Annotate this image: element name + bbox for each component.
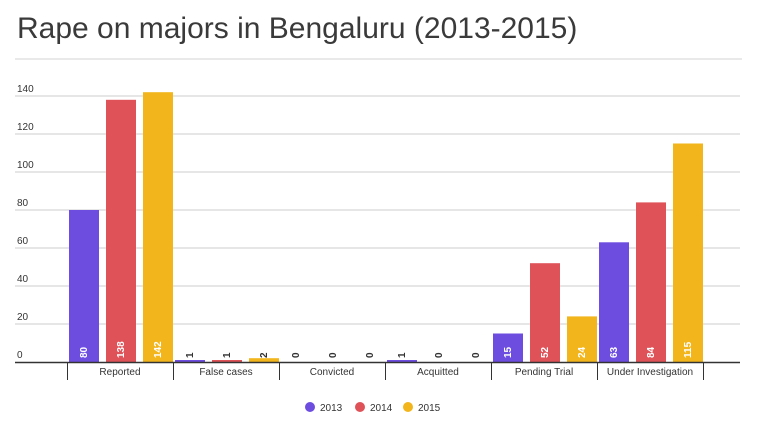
data-label: 0	[291, 352, 302, 358]
bar-2015-pending-trial	[567, 316, 597, 362]
data-label: 0	[471, 352, 482, 358]
data-label: 138	[116, 341, 127, 358]
data-label: 0	[365, 352, 376, 358]
x-category-label: Reported	[99, 367, 140, 378]
data-label: 142	[153, 341, 164, 358]
y-tick-label: 80	[17, 198, 29, 209]
bar-2014-under-investigation	[636, 202, 666, 362]
x-category-label: Acquitted	[417, 367, 459, 378]
x-category-label: Convicted	[310, 367, 354, 378]
bar-2013-acquitted	[387, 360, 417, 362]
data-label: 2	[259, 352, 270, 358]
bar-2013-reported	[69, 210, 99, 362]
x-category-label: Under Investigation	[607, 367, 693, 378]
data-label: 84	[646, 346, 657, 358]
data-label: 1	[397, 352, 408, 358]
bar-2014-pending-trial	[530, 263, 560, 362]
legend-label-2014: 2014	[370, 403, 393, 414]
data-label: 15	[503, 346, 514, 358]
bar-2015-false-cases	[249, 358, 279, 362]
y-tick-label: 100	[17, 160, 34, 171]
y-tick-label: 0	[17, 350, 23, 361]
y-tick-label: 20	[17, 312, 29, 323]
y-tick-label: 140	[17, 84, 34, 95]
x-category-label: False cases	[199, 367, 252, 378]
bar-2013-false-cases	[175, 360, 205, 362]
data-label: 24	[577, 346, 588, 358]
legend-label-2013: 2013	[320, 403, 343, 414]
bar-2014-false-cases	[212, 360, 242, 362]
bar-2015-reported	[143, 92, 173, 362]
data-label: 1	[222, 352, 233, 358]
bar-2014-reported	[106, 99, 136, 363]
legend: 2013 2014 2015	[305, 402, 441, 414]
data-label: 1	[185, 352, 196, 358]
legend-swatch-2014	[355, 402, 365, 412]
data-label: 63	[609, 346, 620, 358]
title-divider	[15, 58, 742, 60]
bar-2013-under-investigation	[599, 242, 629, 362]
x-axis: Reported False cases Convicted Acquitted Pen…	[15, 361, 740, 380]
data-label: 80	[79, 346, 90, 358]
chart-title: Rape on majors in Bengaluru (2013-2015)	[17, 12, 578, 45]
data-label: 115	[683, 341, 694, 358]
bar-2013-pending-trial	[493, 333, 523, 362]
data-label: 52	[540, 346, 551, 358]
x-category-label: Pending Trial	[515, 367, 573, 378]
bar-2015-under-investigation	[673, 143, 703, 362]
data-labels: 80 138 142 1 1 2 0 0 0 1 0 0 15 52 24 63 84 115	[79, 341, 694, 358]
y-tick-label: 40	[17, 274, 29, 285]
legend-swatch-2013	[305, 402, 315, 412]
bars	[69, 92, 703, 363]
y-tick-label: 120	[17, 122, 34, 133]
legend-swatch-2015	[403, 402, 413, 412]
data-label: 0	[434, 352, 445, 358]
y-tick-label: 60	[17, 236, 29, 247]
legend-label-2015: 2015	[418, 403, 441, 414]
data-label: 0	[328, 352, 339, 358]
